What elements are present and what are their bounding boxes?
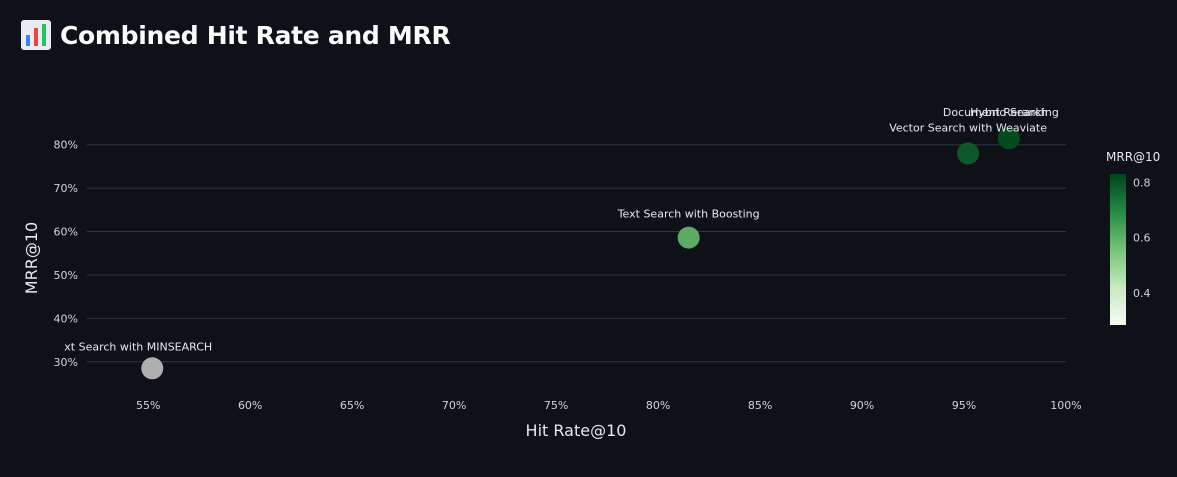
x-tick-label: 85% xyxy=(748,399,772,412)
data-point[interactable] xyxy=(141,357,164,380)
y-tick-label: 80% xyxy=(54,139,78,152)
colorbar-title: MRR@10 xyxy=(1106,150,1160,164)
grid-lines xyxy=(87,144,1066,363)
colorbar-ticks: 0.4 0.6 0.8 xyxy=(1133,176,1151,300)
y-axis-title: MRR@10 xyxy=(22,222,41,294)
page-title: Combined Hit Rate and MRR xyxy=(60,20,451,50)
y-axis-ticks: 30% 40% 50% 60% 70% 80% xyxy=(54,139,78,369)
x-tick-label: 75% xyxy=(544,399,568,412)
x-axis-ticks: 55% 60% 65% 70% 75% 80% 85% 90% 95% 100% xyxy=(136,399,1082,412)
x-tick-label: 90% xyxy=(850,399,874,412)
colorbar-tick-label: 0.4 xyxy=(1133,287,1151,300)
data-points[interactable] xyxy=(141,127,1020,380)
page-title-row: Combined Hit Rate and MRR xyxy=(20,16,451,54)
bar-chart-icon xyxy=(21,20,51,50)
y-tick-label: 60% xyxy=(54,226,78,239)
x-tick-label: 65% xyxy=(340,399,364,412)
data-point[interactable] xyxy=(957,142,980,165)
x-tick-label: 95% xyxy=(952,399,976,412)
data-point-label: xt Search with MINSEARCH xyxy=(64,340,212,353)
data-point-label: Vector Search with Weaviate xyxy=(889,121,1047,134)
data-point[interactable] xyxy=(997,127,1020,150)
y-tick-label: 50% xyxy=(54,269,78,282)
colorbar-tick-label: 0.6 xyxy=(1133,232,1151,245)
y-tick-label: 70% xyxy=(54,182,78,195)
x-tick-label: 60% xyxy=(238,399,262,412)
data-point-label: Hybrid Search xyxy=(970,106,1048,119)
data-point-label: Document Reranking xyxy=(943,106,1059,119)
x-tick-label: 55% xyxy=(136,399,160,412)
y-tick-label: 40% xyxy=(54,312,78,325)
data-point-label: Text Search with Boosting xyxy=(617,208,760,221)
colorbar: MRR@10 0.4 0.6 0.8 xyxy=(1106,150,1160,325)
x-tick-label: 70% xyxy=(442,399,466,412)
data-point[interactable] xyxy=(677,226,700,249)
colorbar-tick-label: 0.8 xyxy=(1133,176,1151,189)
point-labels: xt Search with MINSEARCH Text Search with… xyxy=(64,106,1059,353)
x-tick-label: 80% xyxy=(646,399,670,412)
colorbar-gradient xyxy=(1110,174,1126,325)
y-tick-label: 30% xyxy=(54,356,78,369)
x-axis-title: Hit Rate@10 xyxy=(526,421,627,440)
x-tick-label: 100% xyxy=(1050,399,1081,412)
